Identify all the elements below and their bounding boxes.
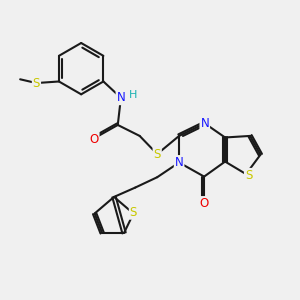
Text: H: H [129, 90, 137, 100]
Text: S: S [130, 206, 137, 219]
Text: N: N [175, 156, 184, 169]
Text: O: O [200, 197, 209, 210]
Text: N: N [200, 117, 209, 130]
Text: N: N [116, 91, 125, 104]
Text: S: S [245, 169, 252, 182]
Text: O: O [89, 133, 99, 146]
Text: S: S [154, 148, 161, 160]
Text: S: S [33, 76, 40, 89]
